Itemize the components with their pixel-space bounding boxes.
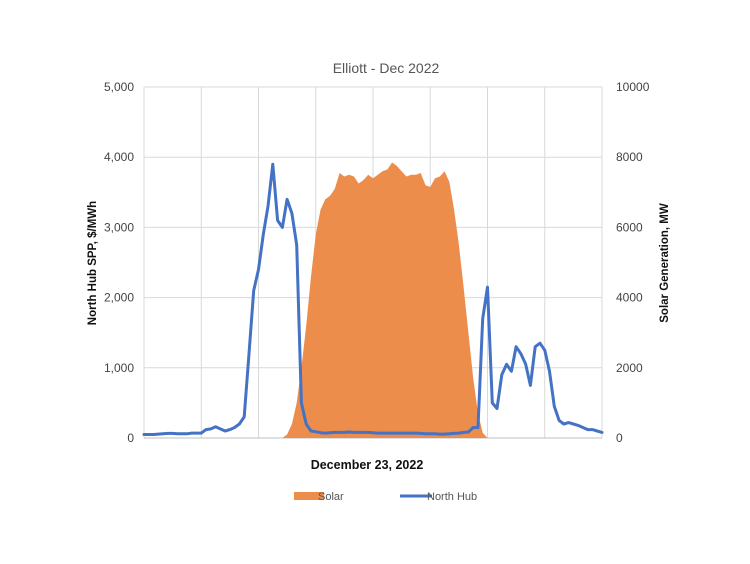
chart-title: Elliott - Dec 2022 [333,60,440,76]
right-tick-label: 4000 [616,291,643,305]
right-tick-label: 2000 [616,361,643,375]
left-tick-label: 2,000 [104,291,134,305]
left-tick-label: 5,000 [104,80,134,94]
left-tick-label: 1,000 [104,361,134,375]
series-layer [142,162,604,438]
grid-layer [143,86,603,439]
left-axis-label: North Hub SPP, $/MWh [87,201,99,325]
left-tick-label: 3,000 [104,220,134,234]
x-axis-label: December 23, 2022 [311,458,424,472]
right-tick-label: 0 [616,431,623,445]
legend-label-solar: Solar [318,491,344,503]
legend-swatch-solar [294,492,324,500]
right-axis: 0 2000 4000 6000 8000 10000 [616,80,650,445]
solar-area [144,162,602,438]
legend: Solar North Hub [294,491,477,503]
right-tick-label: 10000 [616,80,650,94]
right-tick-label: 6000 [616,220,643,234]
left-axis: 0 1,000 2,000 3,000 4,000 5,000 [104,80,134,445]
north-hub-line [142,162,604,436]
legend-label-north-hub: North Hub [427,491,477,503]
right-axis-label: Solar Generation, MW [659,203,671,323]
left-tick-label: 4,000 [104,150,134,164]
left-tick-label: 0 [127,431,134,445]
right-tick-label: 8000 [616,150,643,164]
